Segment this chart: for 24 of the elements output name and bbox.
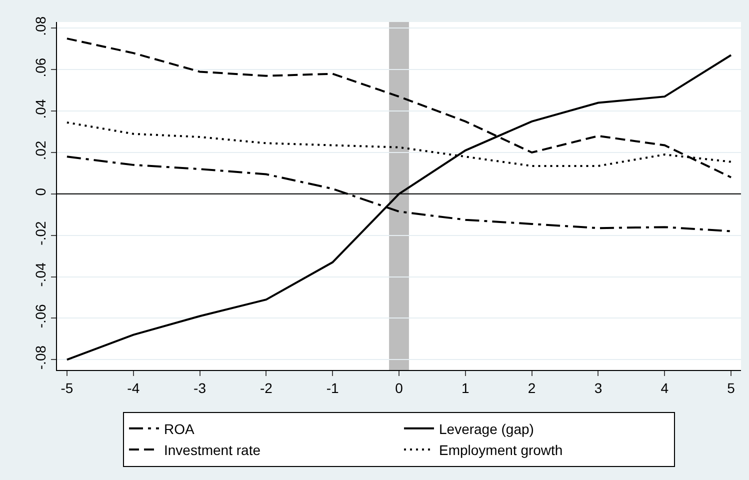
- x-tick-label: 4: [660, 380, 669, 396]
- legend-label: Investment rate: [164, 442, 261, 458]
- x-tick-label: 0: [395, 380, 404, 396]
- y-tick-label: -.08: [32, 345, 48, 370]
- x-tick-label: 1: [462, 380, 470, 396]
- y-tick-label: .02: [32, 140, 48, 160]
- x-tick-label: -2: [260, 380, 273, 396]
- y-tick-label: 0: [32, 188, 48, 196]
- x-tick-label: 5: [727, 380, 736, 396]
- y-tick-label: .08: [32, 16, 48, 36]
- x-tick-label: 3: [594, 380, 602, 396]
- y-tick-label: .06: [32, 58, 48, 78]
- y-tick-label: -.04: [32, 262, 48, 287]
- y-tick-label: -.06: [32, 304, 48, 328]
- legend-label: ROA: [164, 420, 195, 437]
- x-tick-label: -4: [127, 380, 140, 396]
- y-tick-label: -.02: [32, 220, 48, 246]
- x-tick-label: -3: [194, 380, 206, 396]
- x-tick-label: -1: [326, 380, 340, 396]
- x-tick-label: -5: [60, 380, 74, 396]
- legend-label: Employment growth: [439, 442, 563, 458]
- x-tick-label: 2: [528, 380, 536, 396]
- legend-label: Leverage (gap): [439, 420, 534, 437]
- y-tick-label: .04: [32, 99, 48, 119]
